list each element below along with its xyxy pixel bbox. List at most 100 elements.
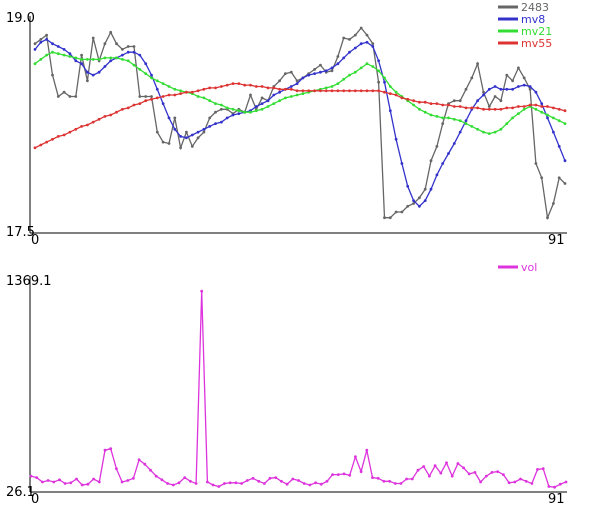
data-point-vol-25: [171, 483, 175, 487]
data-point-2483-21: [155, 130, 159, 134]
data-point-mv8-7: [74, 59, 78, 63]
data-point-mv8-56: [359, 42, 363, 46]
data-point-mv8-45: [295, 82, 299, 85]
data-point-2483-30: [208, 116, 212, 120]
data-point-mv21-62: [394, 90, 398, 94]
data-point-mv8-63: [400, 162, 404, 165]
data-point-mv55-61: [388, 92, 392, 95]
data-point-mv55-82: [511, 106, 514, 110]
data-point-vol-72: [439, 471, 443, 475]
data-point-2483-73: [458, 99, 462, 103]
data-point-2483-26: [185, 130, 188, 134]
data-point-vol-78: [473, 471, 477, 474]
data-point-mv8-64: [406, 184, 410, 188]
data-point-mv55-73: [458, 105, 462, 108]
data-point-mv21-83: [517, 112, 520, 115]
data-point-2483-25: [179, 146, 183, 150]
data-point-mv8-38: [254, 105, 258, 108]
data-point-mv8-40: [266, 99, 270, 103]
data-point-mv55-3: [51, 137, 54, 141]
data-point-mv21-28: [196, 95, 200, 98]
data-point-mv8-81: [505, 87, 509, 91]
data-point-vol-55: [342, 472, 346, 476]
data-point-vol-83: [502, 473, 505, 476]
data-point-mv8-72: [452, 142, 456, 145]
data-point-vol-66: [405, 477, 408, 481]
data-point-mv21-61: [388, 85, 392, 88]
data-point-vol-18: [132, 476, 135, 480]
data-point-mv21-31: [214, 102, 217, 105]
data-point-2483-10: [91, 36, 95, 40]
data-point-mv21-12: [103, 56, 107, 60]
data-point-2483-78: [487, 105, 491, 108]
data-point-mv21-67: [423, 110, 427, 114]
data-point-2483-67: [423, 187, 427, 191]
data-point-vol-15: [115, 467, 118, 471]
data-point-mv21-66: [418, 107, 421, 111]
data-point-mv8-55: [353, 46, 357, 50]
data-point-mv55-68: [429, 102, 433, 105]
data-point-vol-19: [137, 458, 141, 462]
data-point-mv8-60: [383, 80, 386, 84]
data-point-vol-3: [46, 479, 50, 482]
data-point-mv21-50: [324, 86, 328, 90]
data-point-mv21-78: [487, 132, 491, 136]
data-point-vol-2: [41, 480, 44, 484]
data-point-mv55-88: [546, 105, 549, 108]
data-point-mv8-9: [86, 70, 89, 74]
data-point-mv21-73: [458, 119, 462, 123]
data-point-2483-56: [359, 26, 363, 30]
data-point-mv21-2: [45, 53, 48, 57]
data-point-mv8-39: [260, 102, 264, 105]
data-point-vol-50: [314, 481, 317, 485]
data-point-2483-7: [74, 95, 78, 98]
data-point-mv55-31: [214, 86, 217, 90]
data-point-vol-23: [160, 478, 164, 482]
data-point-mv55-50: [324, 89, 328, 93]
data-point-mv8-52: [336, 62, 340, 66]
data-point-mv55-7: [74, 127, 78, 131]
data-point-vol-8: [75, 477, 78, 481]
data-point-2483-77: [482, 90, 485, 94]
data-point-vol-39: [251, 476, 255, 480]
data-point-vol-91: [547, 485, 551, 488]
data-point-mv21-70: [441, 116, 445, 120]
legend-label-mv8: mv8: [521, 13, 545, 26]
data-point-mv8-0: [33, 48, 37, 51]
data-point-2483-51: [330, 69, 334, 73]
data-point-mv21-41: [272, 102, 276, 105]
data-point-2483-68: [429, 159, 433, 163]
data-point-mv21-54: [348, 73, 351, 77]
data-point-mv8-5: [62, 48, 66, 51]
data-point-vol-24: [166, 482, 170, 485]
data-point-mv8-57: [365, 40, 369, 44]
data-point-mv55-43: [284, 87, 287, 91]
data-point-mv8-26: [185, 136, 188, 140]
data-point-mv8-27: [190, 133, 194, 137]
data-point-2483-18: [138, 95, 142, 98]
data-point-mv21-80: [499, 127, 503, 131]
data-point-mv55-30: [208, 86, 212, 90]
data-point-vol-93: [558, 482, 562, 486]
data-point-vol-62: [382, 479, 386, 483]
legend-label-mv21: mv21: [521, 25, 552, 38]
data-point-2483-4: [56, 95, 60, 98]
data-point-mv8-54: [348, 50, 351, 54]
price-y-bottom-label: 17.5: [6, 225, 35, 240]
data-point-mv21-21: [155, 79, 159, 83]
data-point-mv8-67: [423, 199, 427, 203]
data-point-mv55-70: [441, 103, 445, 107]
data-point-mv8-91: [563, 159, 567, 163]
data-point-mv8-12: [103, 65, 107, 68]
data-point-mv21-8: [80, 58, 83, 61]
data-point-mv21-37: [249, 110, 252, 114]
data-point-mv55-32: [220, 85, 223, 88]
data-point-mv21-32: [220, 103, 223, 107]
data-point-mv55-69: [435, 102, 439, 105]
data-point-mv55-17: [132, 103, 136, 107]
data-point-mv8-74: [464, 119, 468, 123]
data-point-vol-85: [513, 480, 517, 484]
data-point-mv21-19: [144, 72, 148, 75]
data-point-vol-9: [80, 483, 84, 487]
data-point-2483-80: [499, 99, 503, 103]
